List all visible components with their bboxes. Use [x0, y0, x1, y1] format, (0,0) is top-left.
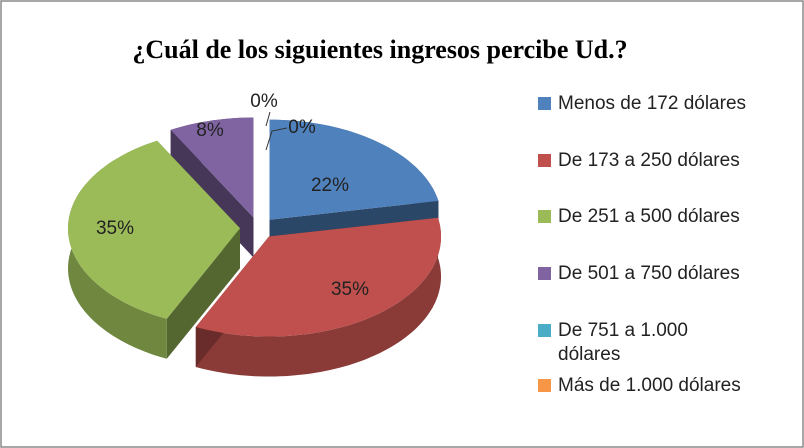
legend-swatch [538, 154, 551, 167]
data-labels: 22% 35% 35% 8% 0% 0% [96, 91, 369, 300]
legend-swatch [538, 324, 551, 337]
slice [68, 140, 240, 319]
slice [170, 117, 254, 218]
data-label: 8% [196, 120, 224, 141]
pie-tops [68, 117, 441, 337]
leader-line [265, 111, 271, 127]
slice [195, 217, 441, 337]
slice [269, 119, 439, 220]
legend-swatch [538, 267, 551, 280]
data-label: 0% [288, 117, 316, 138]
data-label: 35% [96, 218, 134, 239]
legend-label: Más de 1.000 dólares [558, 375, 741, 396]
slice-wall [195, 217, 441, 377]
data-label: 0% [250, 91, 278, 112]
legend-swatch [538, 210, 551, 223]
legend-swatch [538, 97, 551, 110]
leader-line [265, 127, 288, 151]
legend-label: De 251 a 500 dólares [558, 206, 740, 227]
data-label: 35% [331, 279, 369, 300]
legend-swatch [538, 379, 551, 392]
legend-label: De 173 a 250 dólares [558, 150, 740, 171]
slice-edge [166, 228, 240, 359]
legend-label: De 501 a 750 dólares [558, 263, 740, 284]
legend-label: Menos de 172 dólares [558, 93, 747, 114]
legend-label: De 751 a 1.000 dólares [558, 320, 688, 365]
chart-title: ¿Cuál de los siguientes ingresos percibe… [132, 35, 627, 64]
data-label: 22% [311, 175, 349, 196]
